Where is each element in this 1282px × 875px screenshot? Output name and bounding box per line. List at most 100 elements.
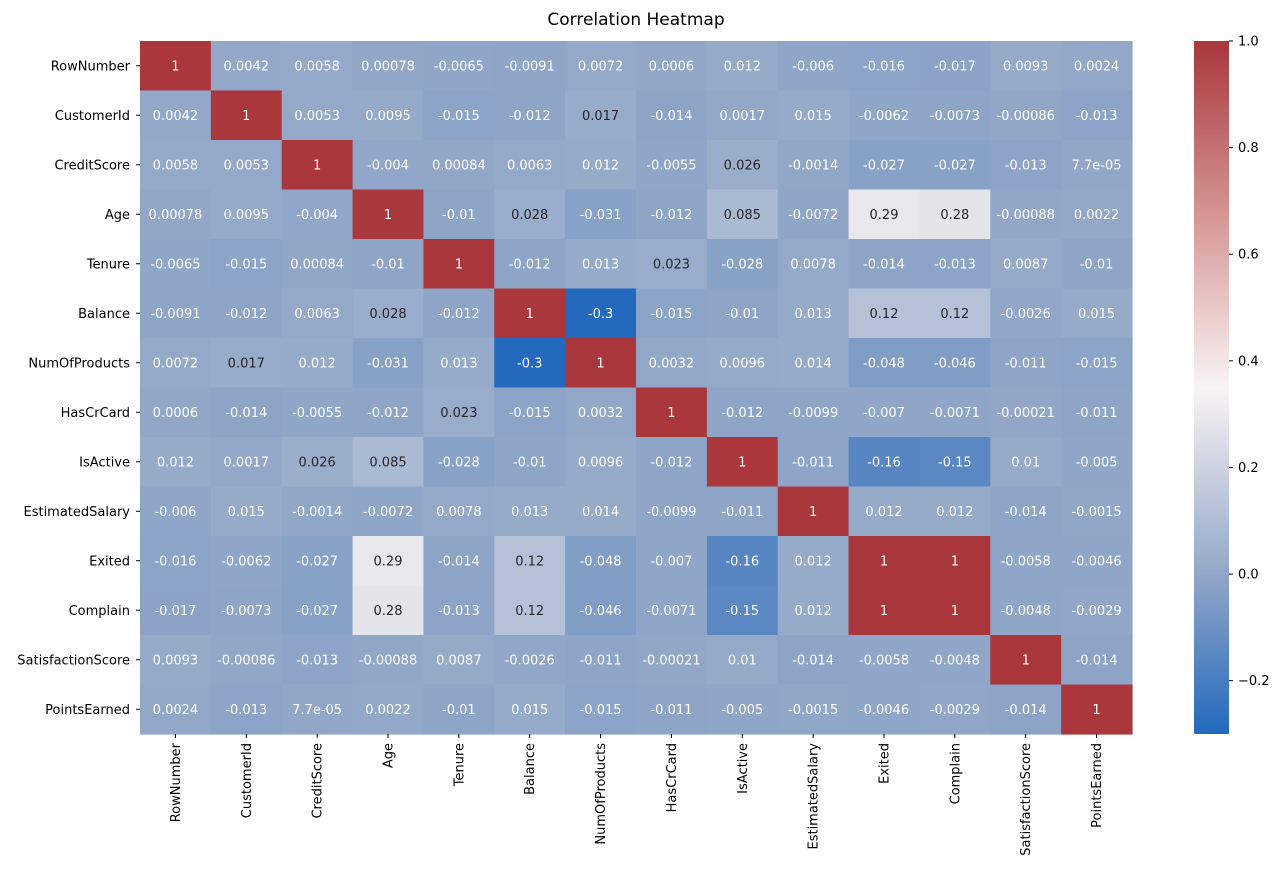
cell-annotation: -0.015 bbox=[509, 406, 551, 421]
cell-annotation: -0.028 bbox=[721, 257, 763, 272]
cell-annotation: -0.012 bbox=[438, 307, 480, 322]
cell-annotation: 0.0006 bbox=[649, 59, 695, 74]
cell-annotation: 0.012 bbox=[865, 505, 902, 520]
cell-annotation: 0.015 bbox=[1078, 307, 1115, 322]
heatmap-cell bbox=[706, 189, 779, 240]
heatmap-cell bbox=[210, 585, 283, 636]
cell-annotation: -0.0073 bbox=[930, 109, 980, 124]
y-tick-label: EstimatedSalary bbox=[23, 505, 130, 520]
cell-annotation: 0.0053 bbox=[294, 109, 340, 124]
cell-annotation: -0.01 bbox=[442, 703, 476, 718]
cell-annotation: -0.013 bbox=[1005, 158, 1047, 173]
cell-annotation: 0.085 bbox=[369, 455, 406, 470]
cell-annotation: 0.0087 bbox=[1003, 257, 1049, 272]
heatmap-cell bbox=[1061, 486, 1133, 537]
cell-annotation: -0.004 bbox=[367, 158, 409, 173]
cell-annotation: 0.028 bbox=[511, 208, 548, 223]
heatmap-cell bbox=[281, 486, 354, 537]
cell-annotation: -0.015 bbox=[225, 257, 267, 272]
heatmap-cell bbox=[352, 288, 425, 339]
heatmap-cell bbox=[565, 585, 637, 636]
heatmap-cell bbox=[919, 684, 991, 735]
heatmap-cell bbox=[919, 90, 991, 141]
heatmap-cell bbox=[210, 239, 283, 290]
cell-annotation: -0.01 bbox=[1080, 257, 1114, 272]
heatmap-cell bbox=[494, 41, 566, 92]
x-tick-label: Complain bbox=[948, 743, 963, 804]
heatmap-cell bbox=[1061, 387, 1133, 438]
cell-annotation: 0.00084 bbox=[290, 257, 344, 272]
y-tick-label: Age bbox=[105, 208, 130, 223]
cell-annotation: -0.005 bbox=[1076, 455, 1118, 470]
heatmap-cell bbox=[423, 635, 495, 686]
heatmap-cell bbox=[281, 684, 354, 735]
cell-annotation: 1 bbox=[455, 257, 463, 272]
heatmap-cell bbox=[919, 288, 991, 339]
heatmap-cell bbox=[990, 140, 1062, 191]
heatmap-cell bbox=[423, 239, 495, 290]
cell-annotation: 0.0072 bbox=[578, 59, 624, 74]
heatmap-cell bbox=[1061, 189, 1133, 240]
heatmap-cell bbox=[140, 437, 212, 488]
cell-annotation: -0.00021 bbox=[642, 653, 700, 668]
cell-annotation: -0.0048 bbox=[1001, 604, 1051, 619]
cell-annotation: 0.013 bbox=[795, 307, 832, 322]
heatmap-cell bbox=[848, 41, 921, 92]
heatmap-cell bbox=[423, 90, 495, 141]
heatmap-cell bbox=[706, 41, 779, 92]
heatmap-cell bbox=[706, 585, 779, 636]
cell-annotation: -0.0062 bbox=[859, 109, 909, 124]
heatmap-cell bbox=[706, 90, 779, 141]
heatmap-cell bbox=[777, 239, 850, 290]
cell-annotation: -0.3 bbox=[517, 356, 542, 371]
cell-annotation: -0.017 bbox=[154, 604, 196, 619]
heatmap-cell bbox=[1061, 684, 1133, 735]
heatmap-cell bbox=[1061, 635, 1133, 686]
cell-annotation: -0.014 bbox=[225, 406, 267, 421]
heatmap-cell bbox=[848, 288, 921, 339]
cell-annotation: 1 bbox=[667, 406, 675, 421]
heatmap-cell bbox=[848, 338, 921, 389]
cell-annotation: -0.01 bbox=[371, 257, 405, 272]
cell-annotation: 0.0032 bbox=[578, 406, 624, 421]
cell-annotation: -0.0015 bbox=[788, 703, 838, 718]
heatmap-cell bbox=[494, 437, 566, 488]
cell-annotation: 0.0078 bbox=[790, 257, 836, 272]
y-tick-label: CreditScore bbox=[54, 158, 130, 173]
heatmap-cell bbox=[352, 486, 425, 537]
cell-annotation: 0.0087 bbox=[436, 653, 482, 668]
heatmap-cell bbox=[848, 140, 921, 191]
cell-annotation: 0.0042 bbox=[224, 59, 270, 74]
cell-annotation: 0.28 bbox=[940, 208, 969, 223]
heatmap-cell bbox=[777, 338, 850, 389]
heatmap-cell bbox=[990, 239, 1062, 290]
cell-annotation: 0.013 bbox=[511, 505, 548, 520]
cell-annotation: 0.023 bbox=[653, 257, 690, 272]
heatmap-cell bbox=[565, 338, 637, 389]
heatmap-cell bbox=[777, 486, 850, 537]
cell-annotation: -0.0072 bbox=[788, 208, 838, 223]
heatmap-cell bbox=[140, 41, 212, 92]
heatmap-cell bbox=[706, 140, 779, 191]
heatmap-cell bbox=[210, 536, 283, 587]
cell-annotation: -0.0055 bbox=[292, 406, 342, 421]
heatmap-cell bbox=[636, 635, 708, 686]
heatmap-cell bbox=[919, 338, 991, 389]
heatmap-cell bbox=[990, 387, 1062, 438]
cell-annotation: 0.0063 bbox=[507, 158, 553, 173]
heatmap-cell bbox=[990, 635, 1062, 686]
heatmap-cell bbox=[990, 189, 1062, 240]
heatmap-cell bbox=[281, 288, 354, 339]
cell-annotation: -0.016 bbox=[154, 554, 196, 569]
cell-annotation: -0.0029 bbox=[1071, 604, 1121, 619]
heatmap-cell bbox=[1061, 140, 1133, 191]
heatmap-cell bbox=[1061, 90, 1133, 141]
cell-annotation: -0.011 bbox=[1076, 406, 1118, 421]
heatmap-cell bbox=[565, 41, 637, 92]
heatmap-cell bbox=[423, 140, 495, 191]
cell-annotation: 0.12 bbox=[870, 307, 899, 322]
cell-annotation: 1 bbox=[242, 109, 250, 124]
cell-annotation: 0.0032 bbox=[649, 356, 695, 371]
heatmap-cell bbox=[281, 239, 354, 290]
cell-annotation: 0.12 bbox=[940, 307, 969, 322]
